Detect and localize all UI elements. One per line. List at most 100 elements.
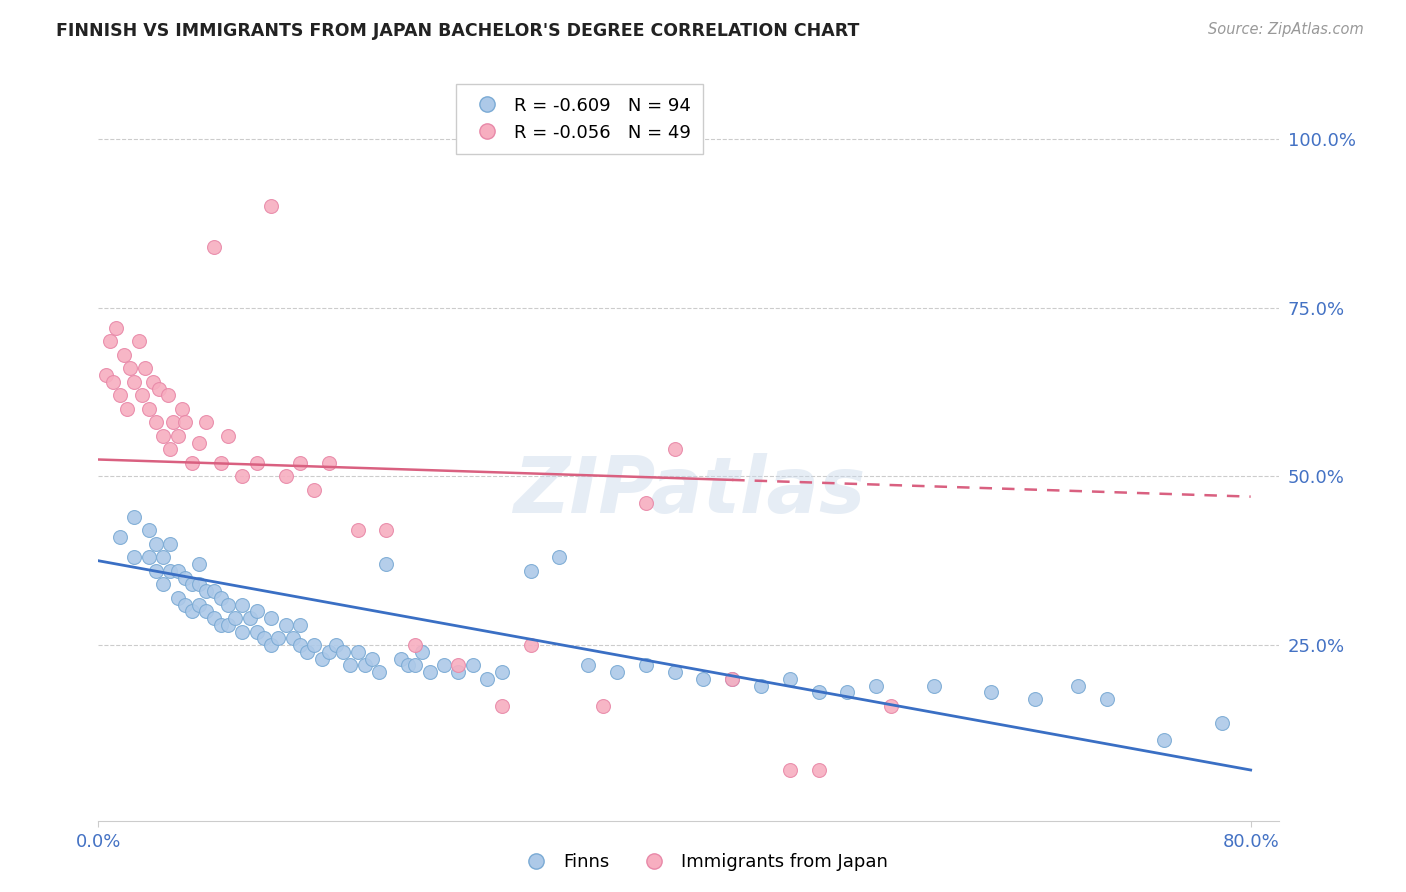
Point — [170, 401, 193, 416]
Point — [231, 469, 253, 483]
Point — [1024, 692, 1046, 706]
Point — [274, 469, 297, 483]
Legend: R = -0.609   N = 94, R = -0.056   N = 49: R = -0.609 N = 94, R = -0.056 N = 49 — [456, 84, 703, 154]
Point — [260, 199, 283, 213]
Point — [1067, 679, 1090, 693]
Point — [346, 645, 368, 659]
Point — [807, 685, 830, 699]
Point — [188, 557, 211, 571]
Point — [281, 632, 304, 646]
Point — [267, 632, 290, 646]
Point — [274, 618, 297, 632]
Text: FINNISH VS IMMIGRANTS FROM JAPAN BACHELOR'S DEGREE CORRELATION CHART: FINNISH VS IMMIGRANTS FROM JAPAN BACHELO… — [56, 22, 859, 40]
Point — [188, 577, 211, 591]
Point — [1211, 715, 1233, 730]
Point — [879, 698, 901, 713]
Text: Source: ZipAtlas.com: Source: ZipAtlas.com — [1208, 22, 1364, 37]
Point — [195, 584, 218, 599]
Point — [173, 571, 195, 585]
Point — [202, 584, 225, 599]
Point — [156, 388, 179, 402]
Point — [224, 611, 246, 625]
Point — [173, 416, 195, 430]
Point — [124, 375, 146, 389]
Point — [721, 672, 744, 686]
Point — [749, 679, 772, 693]
Point — [202, 240, 225, 254]
Point — [138, 524, 160, 538]
Point — [692, 672, 714, 686]
Point — [195, 416, 218, 430]
Point — [634, 658, 657, 673]
Point — [217, 429, 239, 443]
Point — [159, 442, 181, 457]
Point — [779, 672, 801, 686]
Legend: Finns, Immigrants from Japan: Finns, Immigrants from Japan — [510, 847, 896, 879]
Point — [447, 658, 470, 673]
Point — [124, 509, 146, 524]
Point — [288, 618, 311, 632]
Point — [634, 496, 657, 510]
Point — [721, 672, 744, 686]
Point — [491, 665, 513, 680]
Point — [339, 658, 361, 673]
Point — [128, 334, 150, 349]
Point — [375, 557, 398, 571]
Point — [260, 611, 283, 625]
Point — [288, 456, 311, 470]
Point — [304, 483, 326, 497]
Point — [548, 550, 571, 565]
Point — [120, 361, 142, 376]
Point — [142, 375, 165, 389]
Point — [389, 651, 412, 665]
Point — [112, 348, 135, 362]
Point — [209, 456, 232, 470]
Point — [231, 598, 253, 612]
Point — [145, 416, 167, 430]
Point — [325, 638, 347, 652]
Point — [311, 651, 333, 665]
Point — [115, 401, 138, 416]
Point — [162, 416, 184, 430]
Point — [217, 618, 239, 632]
Point — [188, 598, 211, 612]
Point — [159, 564, 181, 578]
Point — [108, 388, 131, 402]
Point — [447, 665, 470, 680]
Point — [865, 679, 887, 693]
Point — [166, 564, 188, 578]
Point — [375, 524, 398, 538]
Point — [318, 456, 340, 470]
Point — [664, 442, 686, 457]
Point — [138, 550, 160, 565]
Point — [239, 611, 262, 625]
Point — [98, 334, 121, 349]
Point — [664, 665, 686, 680]
Point — [980, 685, 1002, 699]
Point — [477, 672, 499, 686]
Point — [404, 638, 426, 652]
Point — [304, 638, 326, 652]
Point — [246, 624, 269, 639]
Point — [1153, 732, 1175, 747]
Point — [922, 679, 945, 693]
Point — [108, 530, 131, 544]
Point — [332, 645, 354, 659]
Point — [138, 401, 160, 416]
Point — [145, 564, 167, 578]
Point — [173, 598, 195, 612]
Point — [346, 524, 368, 538]
Point — [1095, 692, 1118, 706]
Point — [166, 591, 188, 605]
Point — [152, 429, 174, 443]
Point — [368, 665, 391, 680]
Point — [131, 388, 153, 402]
Point — [145, 537, 167, 551]
Point — [361, 651, 384, 665]
Point — [217, 598, 239, 612]
Point — [297, 645, 319, 659]
Point — [134, 361, 156, 376]
Point — [209, 618, 232, 632]
Point — [491, 698, 513, 713]
Point — [433, 658, 456, 673]
